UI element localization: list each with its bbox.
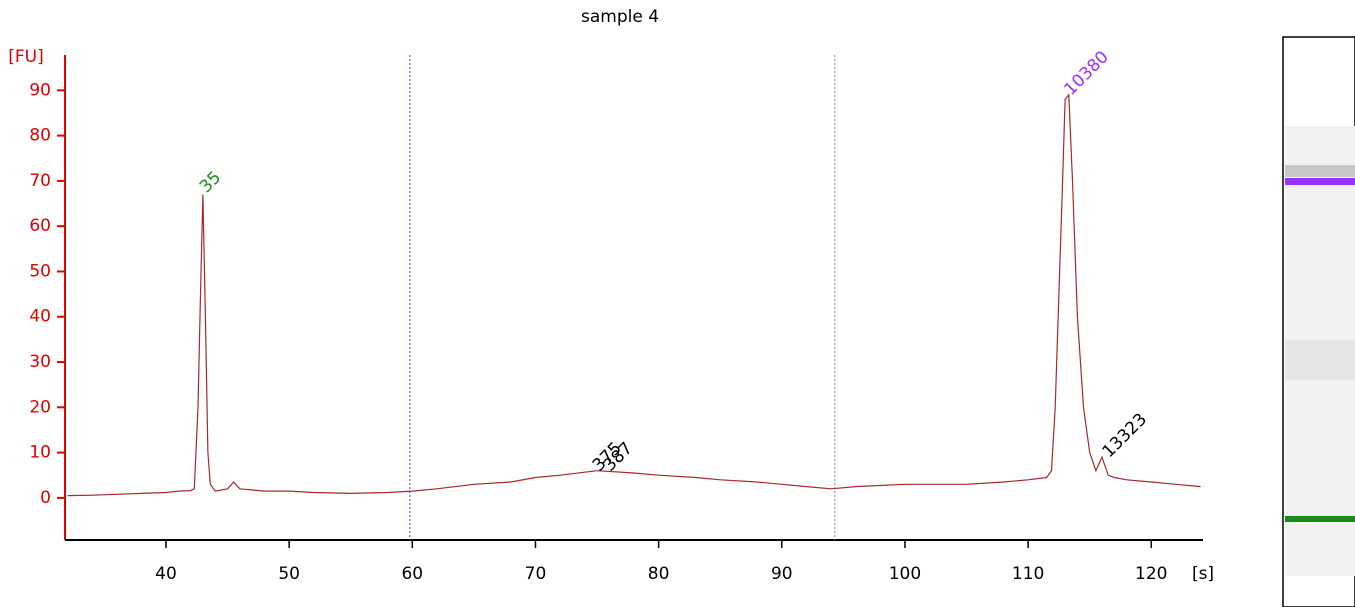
peak-label: 35	[196, 168, 225, 197]
peak-label: 10380	[1060, 47, 1112, 99]
gel-lane	[1282, 36, 1355, 607]
gel-band-upper	[1285, 178, 1355, 185]
y-tick-label: 80	[29, 126, 51, 146]
x-tick-label: 40	[155, 564, 177, 584]
y-axis-label: [FU]	[8, 47, 44, 67]
x-tick-label: 90	[771, 564, 793, 584]
y-tick-label: 20	[29, 397, 51, 417]
x-tick-label: 120	[1135, 564, 1167, 584]
chart-title: sample 4	[581, 7, 659, 27]
trace-line	[67, 93, 1201, 497]
gel-band-lower	[1285, 516, 1355, 522]
y-tick-label: 60	[29, 216, 51, 236]
gel-smear	[1285, 165, 1355, 177]
y-tick-label: 40	[29, 307, 51, 327]
y-tick-label: 0	[40, 488, 51, 508]
gel-smear	[1285, 340, 1355, 380]
y-tick-label: 50	[29, 261, 51, 281]
y-tick-label: 10	[29, 443, 51, 463]
y-tick-label: 30	[29, 352, 51, 372]
x-tick-label: 80	[648, 564, 670, 584]
x-axis-label: [s]	[1192, 564, 1214, 584]
peak-label: 13323	[1099, 410, 1151, 462]
x-tick-label: 70	[525, 564, 547, 584]
x-tick-label: 60	[401, 564, 423, 584]
x-tick-label: 100	[889, 564, 921, 584]
x-tick-label: 50	[278, 564, 300, 584]
y-tick-label: 90	[29, 80, 51, 100]
y-tick-label: 70	[29, 171, 51, 191]
x-tick-label: 110	[1012, 564, 1044, 584]
